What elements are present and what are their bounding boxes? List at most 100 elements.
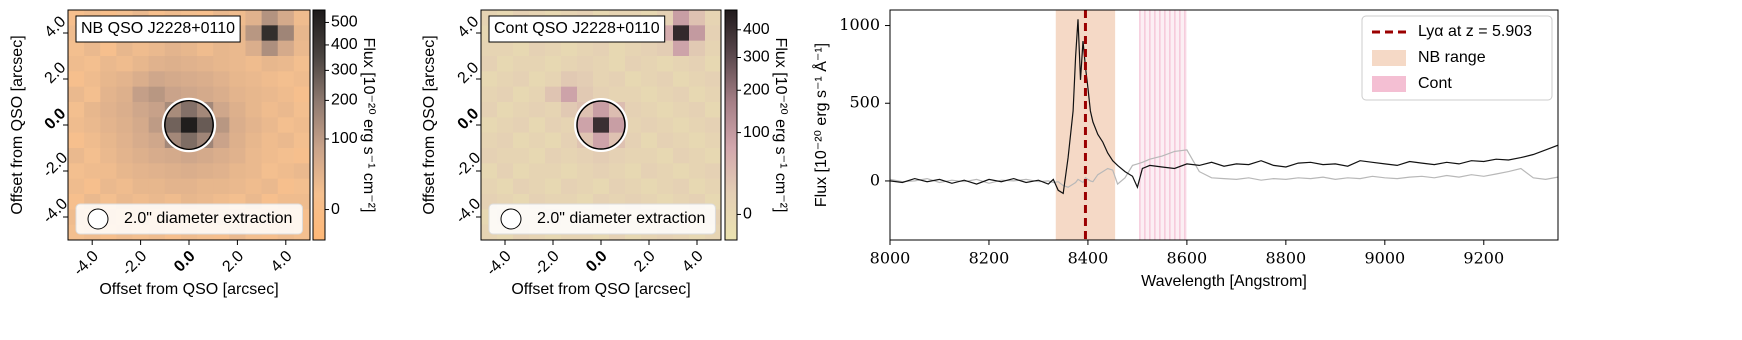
- pixel: [116, 178, 133, 195]
- pixel: [641, 148, 658, 164]
- pixel: [689, 40, 706, 57]
- pixel: [577, 117, 594, 134]
- legend-box: [488, 203, 716, 235]
- pixel: [513, 56, 530, 72]
- y-tick-label: 2.0: [42, 59, 70, 87]
- pixel: [577, 148, 594, 164]
- pixel: [689, 10, 706, 26]
- pixel: [657, 163, 674, 180]
- y-tick-label: 0.0: [42, 105, 70, 133]
- span: [1139, 10, 1187, 240]
- pixel: [229, 163, 246, 180]
- pixel: [657, 71, 674, 88]
- y-tick-label: 2.0: [455, 59, 483, 87]
- legend-label: 2.0" diameter extraction: [537, 210, 705, 227]
- pixel: [641, 56, 658, 72]
- chart-title: Cont QSO J2228+0110: [494, 20, 660, 37]
- aperture-halo: [574, 98, 628, 152]
- pixel: [481, 40, 498, 57]
- pixel: [705, 163, 722, 180]
- pixel: [577, 56, 594, 72]
- pixel: [245, 10, 262, 26]
- pixel: [100, 163, 117, 180]
- pixel: [245, 25, 262, 42]
- pixel: [529, 71, 546, 88]
- pixel: [625, 71, 642, 88]
- pixel: [689, 86, 706, 103]
- pixel: [673, 86, 690, 103]
- pixel: [197, 102, 214, 118]
- pixel: [277, 163, 295, 180]
- pixel: [197, 148, 214, 164]
- pixel: [84, 148, 101, 164]
- pixel: [213, 102, 230, 118]
- pixel: [529, 56, 546, 72]
- x-axis-label: Offset from QSO [arcsec]: [99, 281, 278, 298]
- pixel: [132, 148, 150, 164]
- x-tick-label: 0.0: [171, 248, 199, 276]
- pixel: [593, 102, 610, 118]
- pixel: [673, 163, 690, 180]
- pixel: [197, 178, 214, 195]
- pixel: [277, 25, 295, 42]
- pixel: [132, 71, 150, 88]
- pixel: [132, 56, 150, 72]
- pixel: [100, 117, 117, 134]
- pixel: [116, 40, 133, 57]
- pixel: [577, 132, 594, 149]
- pixel: [625, 178, 642, 195]
- pixel: [577, 102, 594, 118]
- pixel: [529, 117, 546, 134]
- pixel: [561, 163, 578, 180]
- pixel: [180, 71, 198, 88]
- pixel: [261, 86, 279, 103]
- title-box: [488, 15, 666, 43]
- pixel: [245, 117, 262, 134]
- y-tick-label: 0.0: [455, 105, 483, 133]
- pixel: [164, 71, 182, 88]
- pixel: [148, 163, 166, 180]
- x-tick-label: -2.0: [531, 248, 563, 280]
- pixel: [561, 132, 578, 149]
- pixel: [561, 117, 578, 134]
- pixel: [561, 86, 578, 103]
- pixel: [293, 117, 311, 134]
- pixel: [689, 132, 706, 149]
- pixel: [164, 132, 182, 149]
- pixel: [132, 178, 150, 195]
- pixel: [609, 117, 626, 134]
- frame: [889, 9, 1559, 241]
- x-tick-label: 9200: [1463, 249, 1504, 268]
- y-axis-label: Offset from QSO [arcsec]: [421, 35, 438, 214]
- pixel: [229, 117, 246, 134]
- pixel: [293, 56, 311, 72]
- pixel: [229, 40, 246, 57]
- pixel: [545, 102, 562, 118]
- y-tick-label: 0: [870, 170, 880, 189]
- pixel: [545, 40, 562, 57]
- pixel: [561, 71, 578, 88]
- pixel: [673, 117, 690, 134]
- pixel: [213, 86, 230, 103]
- x-tick-label: -2.0: [119, 248, 151, 280]
- pixel: [593, 163, 610, 180]
- pixel: [277, 132, 295, 149]
- x-tick-label: -4.0: [70, 248, 102, 280]
- pixel: [705, 102, 722, 118]
- pixel: [100, 86, 117, 103]
- pixel: [84, 117, 101, 134]
- pixel: [705, 10, 722, 26]
- pixel: [229, 132, 246, 149]
- pixel: [261, 117, 279, 134]
- pixel: [116, 56, 133, 72]
- pixel: [261, 178, 279, 195]
- pixel: [229, 71, 246, 88]
- pixel: [561, 102, 578, 118]
- pixel: [164, 56, 182, 72]
- legend-box: [1361, 15, 1553, 101]
- pixel: [68, 86, 85, 103]
- aperture: [164, 100, 214, 150]
- pixel: [261, 163, 279, 180]
- x-tick-label: 4.0: [679, 248, 707, 276]
- pixel: [625, 56, 642, 72]
